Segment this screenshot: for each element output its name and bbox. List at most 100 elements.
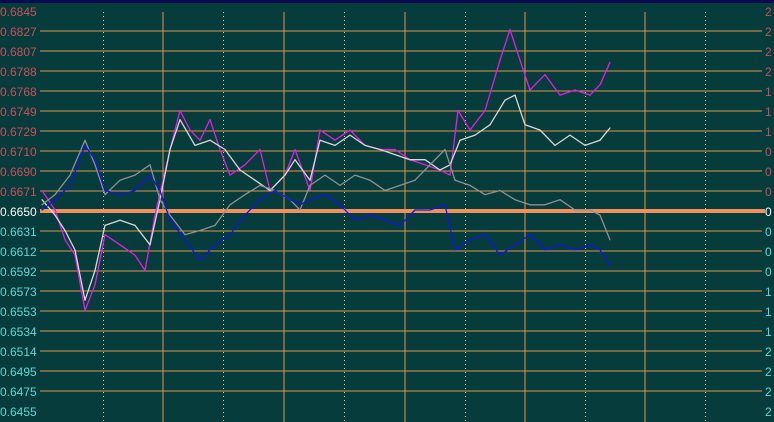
right-axis-tick: 2 <box>765 65 772 79</box>
series-point <box>254 179 256 181</box>
series-point <box>41 189 43 192</box>
left-axis-tick: 0.6788 <box>0 65 37 79</box>
right-axis-tick: 1 <box>765 105 772 119</box>
series-point <box>169 148 171 151</box>
series-point <box>309 199 311 201</box>
right-axis-tick: 1 <box>765 305 772 319</box>
series-point <box>599 139 601 141</box>
series-point <box>384 189 386 192</box>
series-point <box>609 127 611 129</box>
series-point <box>269 189 271 192</box>
series-point <box>134 254 136 256</box>
series-point <box>259 184 261 186</box>
series-point <box>544 73 546 76</box>
series-point <box>239 169 241 171</box>
series-point <box>149 174 151 176</box>
series-point <box>289 199 291 201</box>
series-point <box>364 144 366 146</box>
series-point <box>514 244 516 246</box>
left-axis-tick: 0.6514 <box>0 345 37 359</box>
left-axis-tick: 0.6729 <box>0 125 37 139</box>
series-point <box>154 214 156 216</box>
series-point <box>199 229 201 232</box>
series-point <box>144 269 146 272</box>
series-point <box>379 148 381 151</box>
series-point <box>369 179 371 181</box>
series-point <box>349 129 351 131</box>
series-point <box>179 109 181 112</box>
series-point <box>569 134 571 136</box>
right-axis-tick: 2 <box>765 365 772 379</box>
series-point <box>94 164 96 166</box>
series-point <box>299 204 301 206</box>
series-point <box>454 179 456 181</box>
right-axis-tick: 2 <box>765 5 772 19</box>
series-point <box>559 199 561 201</box>
series-point <box>599 214 601 216</box>
right-axis-tick: 0 <box>765 265 772 279</box>
series-point <box>599 84 601 86</box>
series-point <box>244 214 246 216</box>
series-point <box>519 59 521 61</box>
series-point <box>244 193 246 196</box>
series-point <box>454 249 456 251</box>
series-point <box>214 244 216 246</box>
series-point <box>134 224 136 226</box>
series-point <box>54 209 56 211</box>
right-axis-tick: 0 <box>765 165 772 179</box>
series-point <box>54 193 56 196</box>
series-point <box>559 244 561 246</box>
series-point <box>229 204 231 206</box>
series-point <box>104 193 106 196</box>
series-point <box>274 189 276 192</box>
left-axis-tick: 0.6455 <box>0 405 37 419</box>
series-point <box>84 139 86 141</box>
series-point <box>409 159 411 161</box>
series-point <box>489 124 491 126</box>
series-point <box>424 159 426 161</box>
right-axis-tick: 0 <box>765 145 772 159</box>
series-point <box>504 99 506 101</box>
series-point <box>399 224 401 226</box>
series-point <box>574 89 576 91</box>
series-point <box>449 174 451 176</box>
series-point <box>134 174 136 176</box>
left-axis-tick: 0.6827 <box>0 25 37 39</box>
series-point <box>169 214 171 216</box>
series-point <box>574 249 576 251</box>
left-axis-tick: 0.6807 <box>0 45 37 59</box>
series-point <box>484 109 486 112</box>
series-point <box>324 174 326 176</box>
left-axis-tick: 0.6475 <box>0 385 37 399</box>
series-point <box>529 89 531 91</box>
left-axis-tick: 0.6573 <box>0 285 37 299</box>
series-point <box>54 199 56 201</box>
series-point <box>94 284 96 286</box>
right-axis-tick: 2 <box>765 45 772 59</box>
series-point <box>184 233 186 236</box>
series-point <box>209 139 211 141</box>
left-axis-tick: 0.6671 <box>0 185 37 199</box>
series-point <box>459 139 461 141</box>
series-point <box>299 209 301 211</box>
top-border <box>0 0 774 3</box>
series-point <box>319 139 321 141</box>
series-point <box>219 148 221 151</box>
series-point <box>179 119 181 121</box>
series-point <box>524 124 526 126</box>
series-point <box>294 159 296 161</box>
right-axis-tick: 0 <box>765 245 772 259</box>
series-point <box>69 174 71 176</box>
series-point <box>474 134 476 136</box>
series-point <box>159 189 161 192</box>
series-point <box>439 169 441 171</box>
series-point <box>414 179 416 181</box>
series-point <box>354 219 356 221</box>
series-point <box>484 233 486 236</box>
series-point <box>224 148 226 151</box>
left-axis: 0.6845 0.6827 0.6807 0.6788 0.6768 0.6749 0.67… <box>0 5 37 419</box>
right-axis-tick: 1 <box>765 325 772 339</box>
series-line-2 <box>41 139 611 240</box>
right-axis-tick: 2 <box>765 345 772 359</box>
